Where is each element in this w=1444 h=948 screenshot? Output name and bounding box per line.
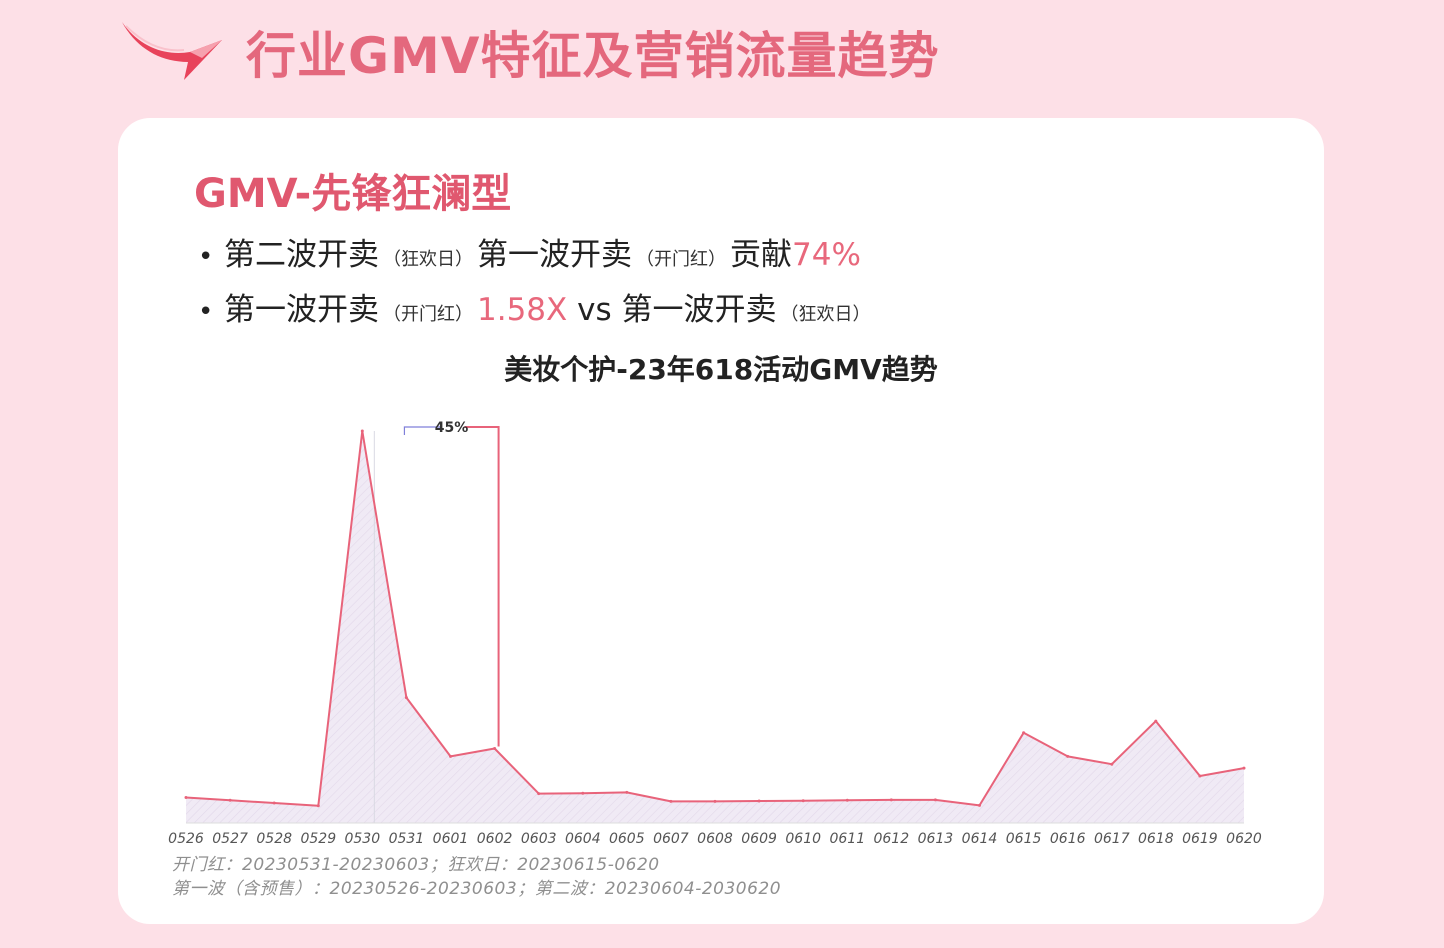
x-tick-label-0611: 0611 xyxy=(829,831,865,847)
bullet2-vs: vs xyxy=(577,292,612,328)
key-points-list: • 第二波开卖 （狂欢日） 第一波开卖 （开门红） 贡献74% • 第一波开卖 （开门红） 1.… xyxy=(198,230,874,340)
x-tick-label-0614: 0614 xyxy=(962,831,998,847)
data-point-0601 xyxy=(449,754,452,758)
x-tick-label-0620: 0620 xyxy=(1226,831,1262,847)
gmv-area-fill xyxy=(186,431,1244,823)
data-point-0614 xyxy=(978,803,981,807)
x-tick-label-0527: 0527 xyxy=(212,831,248,847)
x-tick-label-0531: 0531 xyxy=(389,831,425,847)
data-point-0531 xyxy=(404,696,408,700)
data-point-0616 xyxy=(1066,754,1070,758)
x-tick-label-0609: 0609 xyxy=(741,831,777,847)
key-point-2: • 第一波开卖 （开门红） 1.58X vs 第一波开卖 （狂欢日） xyxy=(198,285,874,340)
x-tick-label-0604: 0604 xyxy=(565,831,601,847)
data-point-0612 xyxy=(889,798,893,802)
x-tick-label-0607: 0607 xyxy=(653,831,689,847)
bullet2-wave1-b: 第一波开卖 xyxy=(621,292,777,328)
annotation-label: 45% xyxy=(435,420,469,436)
bullet1-wave2: 第二波开卖 xyxy=(224,237,379,273)
gmv-area-chart: 0526 0527 0528 0529 0530 0531 0601 0602 0603 0604… xyxy=(168,420,1262,847)
data-point-0604 xyxy=(581,791,585,795)
data-point-0602 xyxy=(493,747,497,750)
x-tick-label-0530: 0530 xyxy=(344,831,380,847)
data-point-0618 xyxy=(1154,719,1158,723)
x-tick-label-0608: 0608 xyxy=(697,831,733,847)
footnote-dates-2: 第一波（含预售）：20230526-20230603；第二波：20230604-… xyxy=(172,879,782,899)
bullet2-ratio-value: 1.58X xyxy=(477,292,568,328)
page-title: 行业GMV特征及营销流量趋势 xyxy=(246,27,940,85)
data-point-0530 xyxy=(360,429,364,433)
data-point-0607 xyxy=(669,799,673,803)
data-point-0527 xyxy=(228,798,232,802)
bullet1-contribution-value: 74% xyxy=(792,237,861,273)
chart-title: 美妆个护-23年618活动GMV趋势 xyxy=(504,353,938,386)
card-title: GMV-先锋狂澜型 xyxy=(194,171,512,217)
data-point-0610 xyxy=(801,799,805,803)
x-tick-label-0612: 0612 xyxy=(873,831,909,847)
x-tick-label-0619: 0619 xyxy=(1182,831,1218,847)
x-tick-label-0615: 0615 xyxy=(1006,831,1042,847)
x-tick-label-0528: 0528 xyxy=(256,831,292,847)
x-tick-label-0529: 0529 xyxy=(300,831,336,847)
x-tick-label-0610: 0610 xyxy=(785,831,821,847)
bullet2-wave1-b-note: （狂欢日） xyxy=(780,304,871,325)
bullet1-wave1: 第一波开卖 xyxy=(477,237,632,273)
data-point-0603 xyxy=(537,792,541,796)
x-tick-label-0602: 0602 xyxy=(477,831,513,847)
brand-logo xyxy=(118,18,228,88)
x-tick-label-0616: 0616 xyxy=(1050,831,1086,847)
bullet-icon: • xyxy=(198,297,214,327)
chart-card: GMV-先锋狂澜型 • 第二波开卖 （狂欢日） 第一波开卖 （开门红） 贡献74% • 第一… xyxy=(118,118,1324,924)
bullet2-wave1-note: （开门红） xyxy=(383,304,473,325)
data-point-0608 xyxy=(713,799,717,803)
data-point-0615 xyxy=(1022,731,1026,735)
x-tick-label-0603: 0603 xyxy=(521,831,557,847)
annotation-bracket-right xyxy=(464,426,500,747)
data-point-0605 xyxy=(625,790,629,794)
x-tick-label-0601: 0601 xyxy=(433,831,469,847)
x-tick-label-0618: 0618 xyxy=(1138,831,1174,847)
bullet-icon: • xyxy=(198,242,214,272)
data-point-0526 xyxy=(184,796,188,799)
data-point-0529 xyxy=(316,804,320,808)
x-tick-label-0613: 0613 xyxy=(918,831,954,847)
data-point-0613 xyxy=(933,798,937,802)
bullet1-wave1-note: （开门红） xyxy=(636,249,726,270)
data-point-0609 xyxy=(757,799,761,803)
bullet2-wave1: 第一波开卖 xyxy=(224,292,379,328)
x-tick-label-0526: 0526 xyxy=(168,831,204,847)
annotation-bracket-left xyxy=(403,426,441,435)
data-point-0619 xyxy=(1198,774,1202,778)
data-point-0528 xyxy=(272,801,276,805)
bullet1-wave2-note: （狂欢日） xyxy=(383,249,473,270)
data-point-0611 xyxy=(845,798,849,802)
x-tick-label-0617: 0617 xyxy=(1094,831,1130,847)
x-tick-label-0605: 0605 xyxy=(609,831,645,847)
bullet1-contribution-label: 贡献 xyxy=(730,237,792,273)
footnote-dates-1: 开门红：20230531-20230603；狂欢日：20230615-0620 xyxy=(172,855,660,875)
data-point-0617 xyxy=(1110,762,1114,766)
key-point-1: • 第二波开卖 （狂欢日） 第一波开卖 （开门红） 贡献74% xyxy=(198,230,874,285)
data-point-0620 xyxy=(1242,766,1246,770)
